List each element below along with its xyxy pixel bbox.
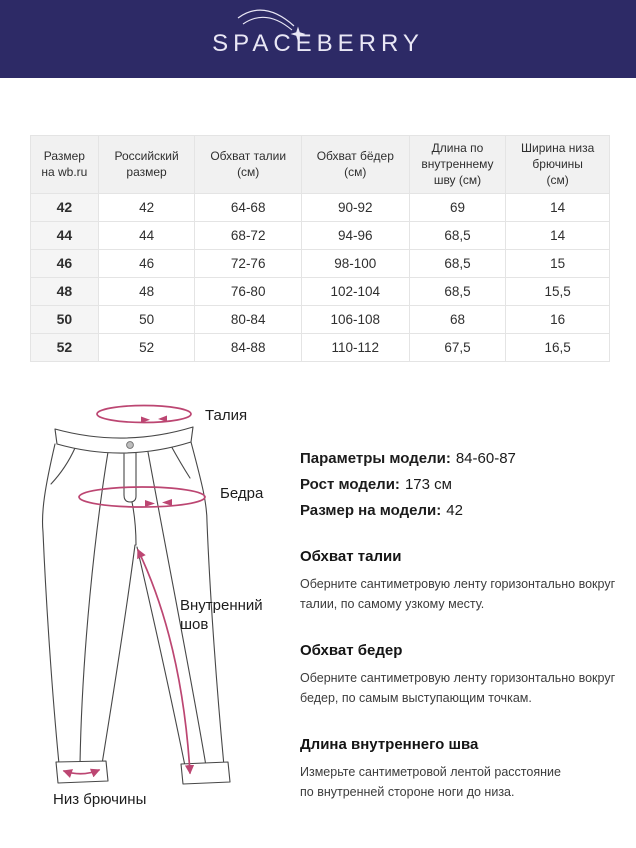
size-cell: 98-100 xyxy=(300,248,410,278)
size-cell: 76-80 xyxy=(194,276,302,306)
waist-label: Талия xyxy=(205,407,248,424)
size-table-row: 42 42 64-68 90-92 69 14 xyxy=(30,192,610,222)
hips-label: Бедра xyxy=(220,485,264,502)
size-table-header-row: Размер на wb.ru Российский размер Обхват… xyxy=(30,135,610,194)
size-cell: 80-84 xyxy=(194,304,302,334)
model-size-label: Размер на модели: xyxy=(300,502,442,519)
pants-sketch xyxy=(41,404,231,785)
size-cell: 52 xyxy=(97,332,196,362)
model-height-value: 173 см xyxy=(404,476,452,493)
size-cell: 16,5 xyxy=(505,332,610,362)
size-cell: 102-104 xyxy=(300,276,410,306)
waist-ellipse xyxy=(96,404,192,424)
size-cell: 106-108 xyxy=(300,304,410,334)
left-cuff xyxy=(55,760,109,784)
size-cell: 68,5 xyxy=(408,276,507,306)
model-params-value: 84-60-87 xyxy=(455,450,516,467)
size-cell: 64-68 xyxy=(194,192,302,222)
size-cell-wb: 50 xyxy=(30,304,99,334)
model-height-line: Рост модели: 173 см xyxy=(300,472,616,498)
size-cell-wb: 42 xyxy=(30,192,99,222)
size-cell: 68,5 xyxy=(408,220,507,250)
brand-header: SPACEBERRY xyxy=(0,0,636,78)
star-icon xyxy=(290,26,306,42)
size-cell: 67,5 xyxy=(408,332,507,362)
size-cell: 72-76 xyxy=(194,248,302,278)
left-pocket-line xyxy=(50,447,76,485)
waist-button xyxy=(126,441,134,449)
waistband xyxy=(54,426,194,454)
model-params-label: Параметры модели: xyxy=(300,450,451,467)
size-cell: 15 xyxy=(505,248,610,278)
model-size-value: 42 xyxy=(446,502,463,519)
size-cell: 68 xyxy=(408,304,507,334)
guide-waist-body: Оберните сантиметровую ленту горизонталь… xyxy=(300,577,616,611)
size-cell: 110-112 xyxy=(300,332,410,362)
size-cell: 44 xyxy=(97,220,196,250)
guide-waist-title: Обхват талии xyxy=(300,548,402,565)
size-table-wrap: Размер на wb.ru Российский размер Обхват… xyxy=(30,135,610,362)
fly-line xyxy=(123,452,137,503)
col-header-waist: Обхват талии (см) xyxy=(194,135,302,194)
guide-section-waist: Обхват талии Оберните сантиметровую лент… xyxy=(300,547,616,614)
size-table-row: 52 52 84-88 110-112 67,5 16,5 xyxy=(30,332,610,362)
size-table-body: 42 42 64-68 90-92 69 14 44 44 68-72 94-96 68,5 14 46… xyxy=(30,192,610,362)
guide-hips-body: Оберните сантиметровую ленту горизонталь… xyxy=(300,671,616,705)
guide-inseam-title: Длина внутреннего шва xyxy=(300,736,479,753)
size-table-row: 46 46 72-76 98-100 68,5 15 xyxy=(30,248,610,278)
size-cell-wb: 46 xyxy=(30,248,99,278)
size-cell-wb: 48 xyxy=(30,276,99,306)
size-cell: 46 xyxy=(97,248,196,278)
size-cell: 14 xyxy=(505,192,610,222)
right-cuff xyxy=(180,761,231,785)
right-pocket-line xyxy=(169,443,191,479)
brand-logo: SPACEBERRY xyxy=(212,9,424,58)
size-cell: 48 xyxy=(97,276,196,306)
col-header-hips: Обхват бёдер (см) xyxy=(300,135,410,194)
col-header-hem-width: Ширина низа брючины (см) xyxy=(505,135,610,194)
info-column: Параметры модели: 84-60-87 Рост модели: 17… xyxy=(300,446,616,829)
size-cell: 14 xyxy=(505,220,610,250)
size-cell: 15,5 xyxy=(505,276,610,306)
size-cell: 42 xyxy=(97,192,196,222)
guide-inseam-body: Измерьте сантиметровой лентой расстояние… xyxy=(300,765,561,799)
size-table-row: 48 48 76-80 102-104 68,5 15,5 xyxy=(30,276,610,306)
model-params-line: Параметры модели: 84-60-87 xyxy=(300,446,616,472)
model-height-label: Рост модели: xyxy=(300,476,400,493)
size-table: Размер на wb.ru Российский размер Обхват… xyxy=(30,135,610,362)
pants-diagram: Талия Бедра Внутренний шов Низ брючины xyxy=(20,392,292,816)
size-table-row: 50 50 80-84 106-108 68 16 xyxy=(30,304,610,334)
size-cell: 50 xyxy=(97,304,196,334)
brand-logo-text: SPACEBERRY xyxy=(212,30,424,57)
size-cell: 94-96 xyxy=(300,220,410,250)
size-cell: 68-72 xyxy=(194,220,302,250)
size-cell-wb: 44 xyxy=(30,220,99,250)
size-table-row: 44 44 68-72 94-96 68,5 14 xyxy=(30,220,610,250)
size-cell: 16 xyxy=(505,304,610,334)
hem-label: Низ брючины xyxy=(53,791,147,808)
comet-icon xyxy=(237,9,306,42)
guide-hips-title: Обхват бедер xyxy=(300,642,403,659)
col-header-ru-size: Российский размер xyxy=(97,135,196,194)
inseam-label: Внутренний шов xyxy=(180,597,263,633)
size-cell: 90-92 xyxy=(300,192,410,222)
hip-ellipse xyxy=(78,486,206,508)
size-cell: 69 xyxy=(408,192,507,222)
inseam-arrow xyxy=(137,548,195,775)
guide-section-inseam: Длина внутреннего шва Измерьте сантиметр… xyxy=(300,735,616,802)
size-cell: 68,5 xyxy=(408,248,507,278)
guide-section-hips: Обхват бедер Оберните сантиметровую лент… xyxy=(300,641,616,708)
model-info: Параметры модели: 84-60-87 Рост модели: 17… xyxy=(300,446,616,524)
col-header-inseam: Длина по внутреннему шву (см) xyxy=(408,135,507,194)
size-table-head: Размер на wb.ru Российский размер Обхват… xyxy=(30,135,610,194)
hem-arrow xyxy=(62,768,101,778)
model-size-line: Размер на модели: 42 xyxy=(300,498,616,524)
lower-section: Талия Бедра Внутренний шов Низ брючины П… xyxy=(0,356,636,848)
col-header-wb-size: Размер на wb.ru xyxy=(30,135,99,194)
size-cell-wb: 52 xyxy=(30,332,99,362)
